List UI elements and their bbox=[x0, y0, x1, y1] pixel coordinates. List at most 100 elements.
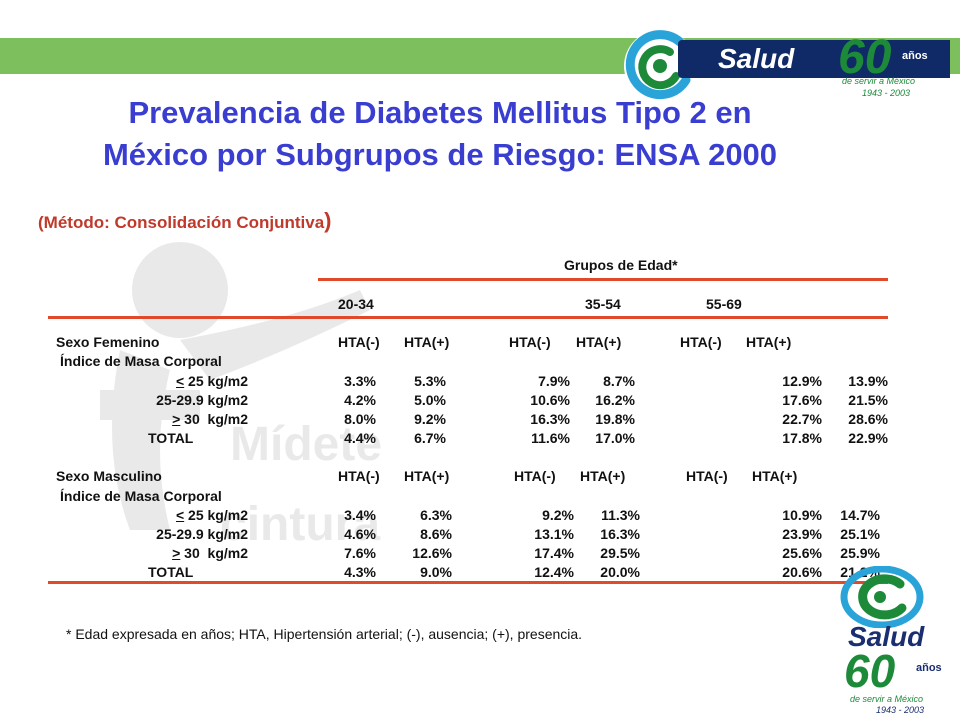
logo-years: 1943 - 2003 bbox=[876, 705, 925, 715]
male-value-cell: 9.0% bbox=[420, 564, 452, 580]
salud-60-logo-header: Salud 60 años de servir a México 1943 - … bbox=[620, 26, 950, 106]
male-hta-header: HTA(+) bbox=[752, 468, 798, 484]
logo-sixty-text: 60 bbox=[838, 31, 892, 84]
male-value-cell: 25.9% bbox=[840, 545, 880, 561]
age-group-1: 20-34 bbox=[338, 296, 374, 312]
logo-tagline: de servir a México bbox=[850, 694, 924, 704]
female-value-cell: 22.9% bbox=[848, 430, 888, 446]
logo-sixty-text: 60 bbox=[844, 645, 896, 697]
logo-anos-text: años bbox=[902, 50, 928, 62]
salud-60-logo-corner: Salud 60 años de servir a México 1943 - … bbox=[836, 566, 956, 716]
title-line-2: México por Subgrupos de Riesgo: ENSA 200… bbox=[102, 137, 778, 172]
salud-swirl-icon bbox=[840, 566, 924, 628]
rule-table-bottom bbox=[48, 581, 888, 584]
logo-tagline: de servir a México bbox=[842, 76, 916, 86]
female-value-cell: 19.8% bbox=[595, 411, 635, 427]
male-value-cell: 25.6% bbox=[782, 545, 822, 561]
watermark-word-1: Mídete bbox=[230, 418, 382, 471]
male-value-cell: 23.9% bbox=[782, 526, 822, 542]
female-hta-header: HTA(-) bbox=[680, 334, 722, 350]
page-title: Prevalencia de Diabetes Mellitus Tipo 2 … bbox=[30, 92, 850, 176]
female-value-cell: 5.3% bbox=[414, 373, 446, 389]
rule-under-age-groups bbox=[48, 316, 888, 319]
female-row-label: TOTAL bbox=[148, 430, 194, 446]
female-row-label: < 25 kg/m2 bbox=[175, 373, 248, 389]
female-value-cell: 11.6% bbox=[531, 430, 570, 446]
female-row-label: > 30 kg/m2 bbox=[172, 411, 248, 427]
female-value-cell: 3.3% bbox=[344, 373, 376, 389]
male-value-cell: 29.5% bbox=[600, 545, 640, 561]
male-value-cell: 25.1% bbox=[840, 526, 880, 542]
age-group-3: 55-69 bbox=[706, 296, 742, 312]
male-value-cell: 13.1% bbox=[534, 526, 574, 542]
female-value-cell: 5.0% bbox=[414, 392, 446, 408]
female-value-cell: 17.8% bbox=[782, 430, 822, 446]
female-value-cell: 12.9% bbox=[782, 373, 822, 389]
male-value-cell: 3.4% bbox=[344, 507, 376, 523]
male-value-cell: 10.9% bbox=[782, 507, 822, 523]
male-value-cell: 7.6% bbox=[344, 545, 376, 561]
logo-years: 1943 - 2003 bbox=[862, 88, 911, 98]
male-value-cell: 4.6% bbox=[344, 526, 376, 542]
male-value-cell: 20.6% bbox=[782, 564, 822, 580]
female-value-cell: 8.7% bbox=[603, 373, 635, 389]
female-value-cell: 9.2% bbox=[414, 411, 446, 427]
female-value-cell: 7.9% bbox=[538, 373, 570, 389]
female-row-label: 25-29.9 kg/m2 bbox=[156, 392, 248, 408]
male-value-cell: 4.3% bbox=[344, 564, 376, 580]
female-hta-header: HTA(+) bbox=[746, 334, 792, 350]
male-value-cell: 14.7% bbox=[840, 507, 880, 523]
male-index-label: Índice de Masa Corporal bbox=[60, 488, 222, 504]
female-value-cell: 22.7% bbox=[782, 411, 822, 427]
male-value-cell: 8.6% bbox=[420, 526, 452, 542]
male-hta-header: HTA(-) bbox=[514, 468, 556, 484]
group-header: Grupos de Edad* bbox=[564, 257, 678, 273]
female-value-cell: 13.9% bbox=[848, 373, 888, 389]
female-hta-header: HTA(+) bbox=[404, 334, 450, 350]
female-value-cell: 21.5% bbox=[848, 392, 888, 408]
section-label-female: Sexo Femenino bbox=[56, 334, 160, 350]
male-value-cell: 17.4% bbox=[534, 545, 574, 561]
subtitle-paren: ) bbox=[324, 208, 332, 233]
female-value-cell: 16.3% bbox=[530, 411, 570, 427]
female-value-cell: 28.6% bbox=[848, 411, 888, 427]
male-row-label: 25-29.9 kg/m2 bbox=[156, 526, 248, 542]
male-value-cell: 20.0% bbox=[600, 564, 640, 580]
male-hta-header: HTA(+) bbox=[580, 468, 626, 484]
subtitle-text: (Método: Consolidación Conjuntiva bbox=[38, 213, 325, 232]
female-hta-header: HTA(-) bbox=[509, 334, 551, 350]
female-value-cell: 6.7% bbox=[414, 430, 446, 446]
female-value-cell: 4.2% bbox=[344, 392, 376, 408]
female-value-cell: 16.2% bbox=[595, 392, 635, 408]
female-value-cell: 17.6% bbox=[782, 392, 822, 408]
female-hta-header: HTA(+) bbox=[576, 334, 622, 350]
logo-brand-text: Salud bbox=[848, 621, 925, 652]
female-value-cell: 17.0% bbox=[595, 430, 635, 446]
male-row-label: TOTAL bbox=[148, 564, 194, 580]
male-value-cell: 9.2% bbox=[542, 507, 574, 523]
male-value-cell: 12.6% bbox=[412, 545, 452, 561]
subtitle: (Método: Consolidación Conjuntiva) bbox=[38, 208, 331, 234]
female-value-cell: 4.4% bbox=[344, 430, 376, 446]
male-hta-header: HTA(-) bbox=[686, 468, 728, 484]
male-value-cell: 11.3% bbox=[601, 507, 640, 523]
male-value-cell: 12.4% bbox=[534, 564, 574, 580]
midete-cintura-watermark: Mídete cintura bbox=[100, 242, 382, 551]
male-row-label: < 25 kg/m2 bbox=[175, 507, 248, 523]
male-hta-header: HTA(+) bbox=[404, 468, 450, 484]
male-value-cell: 6.3% bbox=[420, 507, 452, 523]
age-group-2: 35-54 bbox=[585, 296, 621, 312]
male-value-cell: 16.3% bbox=[600, 526, 640, 542]
rule-under-group-header bbox=[318, 278, 888, 281]
female-hta-header: HTA(-) bbox=[338, 334, 380, 350]
logo-navy-band bbox=[678, 40, 950, 78]
female-index-label: Índice de Masa Corporal bbox=[60, 353, 222, 369]
section-label-male: Sexo Masculino bbox=[56, 468, 162, 484]
logo-anos-text: años bbox=[916, 662, 942, 674]
title-line-1: Prevalencia de Diabetes Mellitus Tipo 2 … bbox=[128, 95, 752, 130]
footnote: * Edad expresada en años; HTA, Hipertens… bbox=[66, 626, 583, 642]
female-value-cell: 8.0% bbox=[344, 411, 376, 427]
male-hta-header: HTA(-) bbox=[338, 468, 380, 484]
male-row-label: > 30 kg/m2 bbox=[172, 545, 248, 561]
watermark-word-2: cintura bbox=[220, 498, 380, 551]
